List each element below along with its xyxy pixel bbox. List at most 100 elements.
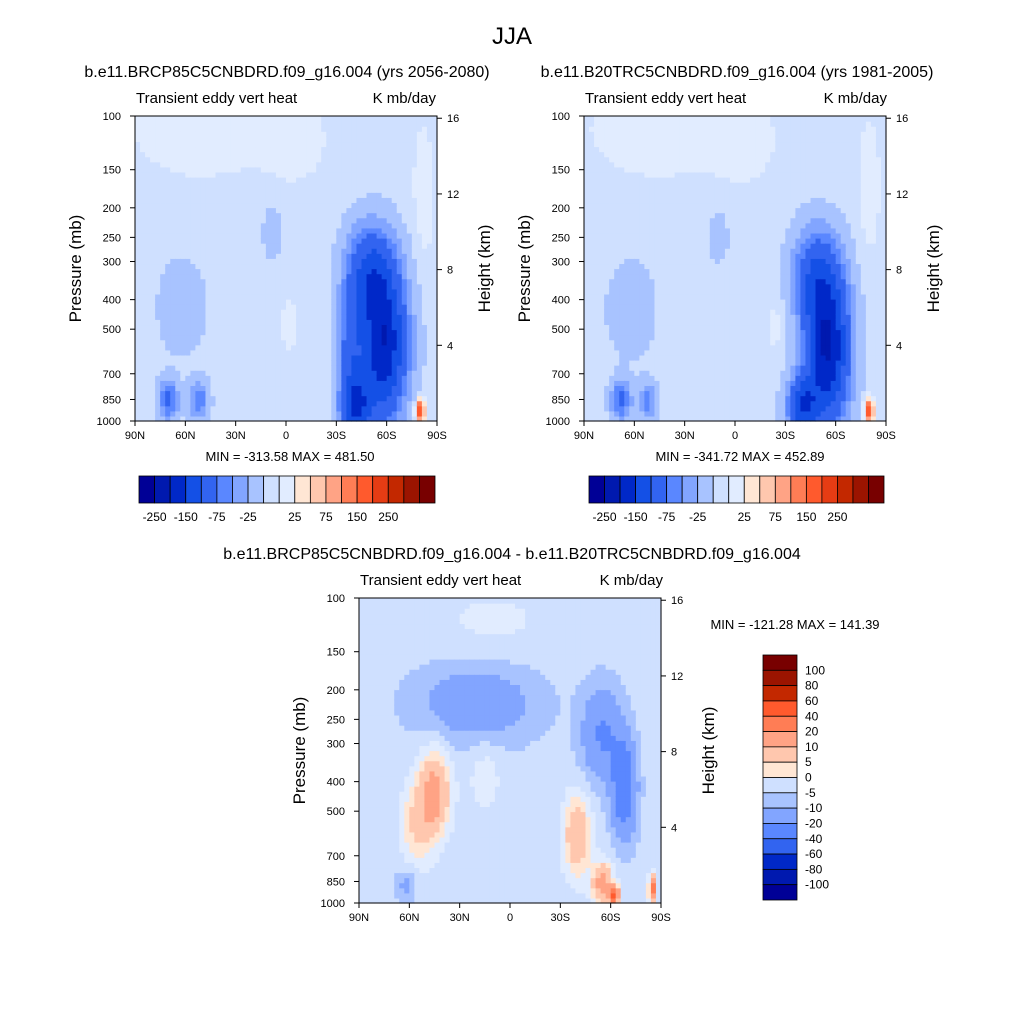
- heat-cell: [609, 136, 615, 143]
- heat-cell: [659, 207, 666, 214]
- heat-cell: [599, 126, 605, 132]
- heat-cell: [185, 334, 191, 341]
- heat-cell: [210, 243, 217, 249]
- heat-cell: [150, 182, 156, 188]
- heat-cell: [649, 415, 656, 422]
- heat-cell: [296, 415, 302, 422]
- heat-cell: [245, 263, 252, 270]
- heat-cell: [624, 121, 630, 127]
- heat-cell: [200, 283, 207, 290]
- heat-cell: [371, 293, 378, 300]
- heat-cell: [260, 354, 267, 361]
- heat-cell: [431, 207, 438, 214]
- heat-cell: [634, 288, 640, 295]
- heat-cell: [140, 380, 146, 387]
- heat-cell: [619, 136, 625, 143]
- heat-cell: [679, 207, 686, 214]
- heat-cell: [654, 309, 661, 315]
- heat-cell: [376, 232, 383, 239]
- heat-cell: [215, 339, 222, 346]
- heat-cell: [255, 283, 262, 290]
- heat-cell: [416, 263, 423, 270]
- heat-cell: [376, 177, 383, 183]
- heat-cell: [321, 319, 327, 326]
- heat-cell: [135, 344, 141, 351]
- heat-cell: [366, 136, 373, 143]
- heat-cell: [609, 116, 615, 122]
- heat-cell: [296, 319, 302, 326]
- heat-cell: [160, 151, 166, 158]
- heat-cell: [260, 222, 267, 229]
- heat-cell: [679, 329, 686, 336]
- heat-cell: [416, 141, 423, 148]
- heat-cell: [401, 334, 408, 341]
- heat-cell: [619, 385, 625, 392]
- heat-cell: [634, 212, 640, 219]
- heat-cell: [296, 329, 302, 336]
- heat-cell: [684, 339, 691, 346]
- heat-cell: [140, 263, 146, 270]
- heat-cell: [170, 131, 176, 137]
- heat-cell: [301, 278, 307, 285]
- heat-cell: [245, 177, 252, 183]
- heat-cell: [316, 288, 322, 295]
- heat-cell: [205, 126, 212, 132]
- heat-cell: [210, 197, 217, 204]
- heat-cell: [311, 238, 317, 244]
- heat-cell: [200, 238, 207, 244]
- heat-cell: [140, 304, 146, 310]
- heat-cell: [255, 146, 262, 153]
- heat-cell: [366, 121, 373, 127]
- heat-cell: [150, 126, 156, 132]
- heat-cell: [619, 182, 625, 188]
- heat-cell: [346, 360, 353, 366]
- heat-cell: [371, 161, 378, 168]
- heat-cell: [311, 319, 317, 326]
- panel-future: b.e11.BRCP85C5CNBDRD.f09_g16.004 (yrs 20…: [66, 64, 494, 524]
- heat-cell: [371, 385, 378, 392]
- heat-cell: [215, 283, 222, 290]
- heat-cell: [659, 136, 666, 143]
- heat-cell: [270, 360, 277, 366]
- heat-cell: [140, 405, 146, 412]
- heat-cell: [145, 344, 151, 351]
- heat-cell: [230, 238, 237, 244]
- heat-cell: [589, 222, 595, 229]
- heat-cell: [230, 370, 237, 376]
- x-tick-label: 30S: [327, 430, 347, 442]
- heat-cell: [356, 116, 363, 122]
- heat-cell: [265, 304, 272, 310]
- heat-cell: [361, 161, 368, 168]
- heat-cell: [200, 314, 207, 320]
- heat-cell: [245, 151, 252, 158]
- heat-cell: [210, 400, 217, 407]
- heat-cell: [306, 238, 312, 244]
- heat-cell: [135, 304, 141, 310]
- heat-cell: [155, 156, 161, 163]
- heat-cell: [336, 319, 342, 326]
- heat-cell: [331, 288, 337, 295]
- heat-cell: [235, 222, 242, 229]
- heat-cell: [175, 192, 181, 198]
- heat-cell: [391, 166, 398, 173]
- heat-cell: [411, 212, 418, 219]
- heat-cell: [361, 349, 368, 356]
- heat-cell: [205, 410, 212, 417]
- heat-cell: [185, 248, 191, 254]
- heat-cell: [190, 258, 196, 265]
- heat-cell: [165, 334, 171, 341]
- heat-cell: [639, 166, 645, 173]
- heat-cell: [145, 324, 151, 331]
- heat-cell: [619, 349, 625, 356]
- heat-cell: [411, 273, 418, 280]
- heat-cell: [270, 410, 277, 417]
- heat-cell: [664, 375, 671, 381]
- heat-cell: [210, 258, 217, 265]
- heat-cell: [331, 156, 337, 163]
- heat-cell: [255, 288, 262, 295]
- heat-cell: [200, 227, 207, 234]
- heat-cell: [689, 146, 696, 153]
- heat-cell: [316, 187, 322, 193]
- heat-cell: [416, 304, 423, 310]
- heat-cell: [376, 344, 383, 351]
